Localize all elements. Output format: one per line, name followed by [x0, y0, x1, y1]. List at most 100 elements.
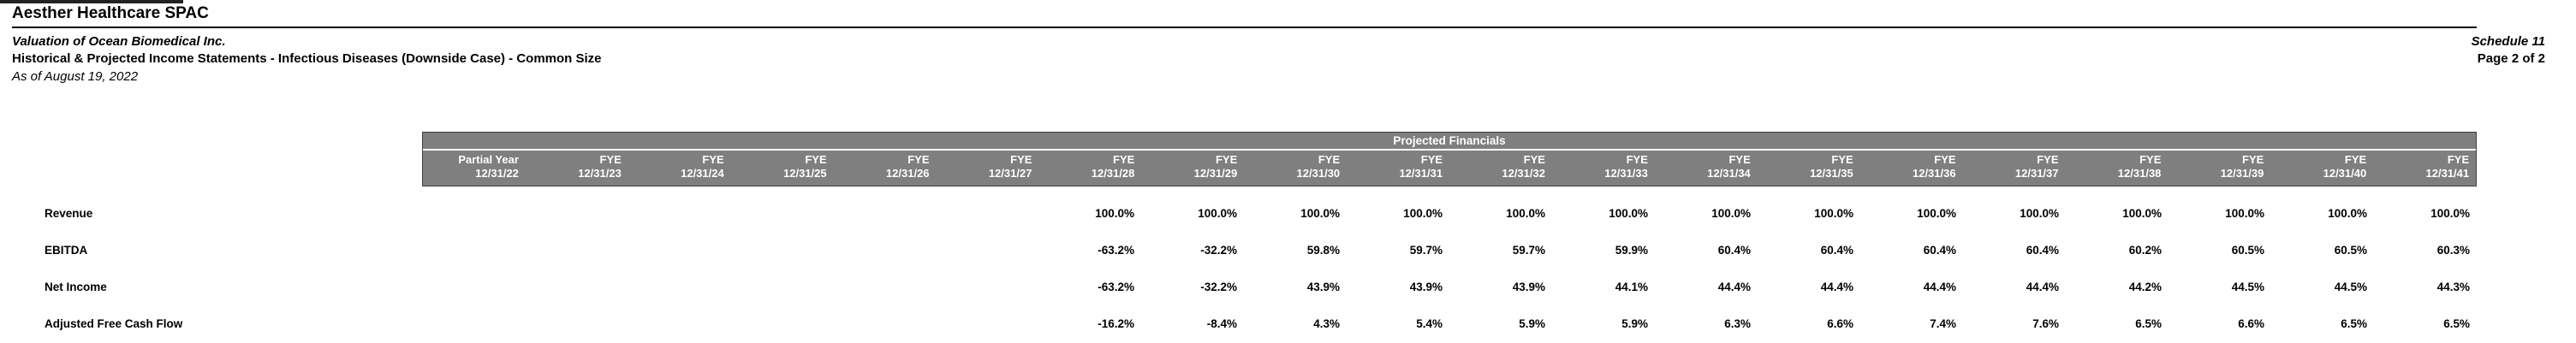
value-cell: 60.3% — [2436, 244, 2470, 257]
column-header: FYE 12/31/40 — [2270, 151, 2373, 186]
value-cell — [628, 206, 730, 221]
value-cell: 60.4% — [1820, 244, 1853, 257]
value-cell: 100.0% — [1403, 207, 1443, 220]
column-header: FYE 12/31/39 — [2168, 151, 2270, 186]
value-cell: 44.4% — [1820, 281, 1853, 293]
row-values: -63.2% -32.2% 43.9% 43.9% 43.9% 44.1% 44.4% 44.… — [422, 280, 2477, 294]
value-cell: 6.5% — [2135, 317, 2162, 330]
column-header: FYE 12/31/26 — [834, 151, 937, 186]
column-header-label: FYE — [1728, 153, 1751, 166]
table-row: EBITDA -63.2% -32.2% 59.8% 59.7% 59.7% 59.9% 60… — [0, 243, 2576, 260]
row-label: Net Income — [45, 281, 107, 293]
column-header: FYE 12/31/25 — [731, 151, 834, 186]
value-cell: 100.0% — [2122, 207, 2162, 220]
value-cell: -8.4% — [1206, 317, 1237, 330]
value-cell — [833, 280, 936, 294]
value-cell: 100.0% — [2430, 207, 2470, 220]
value-cell — [936, 316, 1038, 331]
column-header: FYE 12/31/24 — [628, 151, 731, 186]
value-cell: 100.0% — [1814, 207, 1853, 220]
top-edge-artifact — [0, 0, 183, 3]
column-headers-row: Partial Year 12/31/22 FYE 12/31/23 FYE 12/31/… — [423, 151, 2476, 186]
column-header: FYE 12/31/28 — [1038, 151, 1141, 186]
column-header-date: 12/31/39 — [2220, 167, 2264, 180]
value-cell — [730, 316, 833, 331]
column-header: FYE 12/31/37 — [1963, 151, 2066, 186]
value-cell: -63.2% — [1098, 281, 1134, 293]
column-header-label: FYE — [1831, 153, 1853, 166]
column-header-date: 12/31/22 — [475, 167, 519, 180]
value-cell: 6.3% — [1724, 317, 1751, 330]
column-header: FYE 12/31/23 — [526, 151, 628, 186]
value-cell: 100.0% — [2225, 207, 2264, 220]
column-header-label: FYE — [2037, 153, 2059, 166]
value-cell: 60.4% — [1923, 244, 1956, 257]
column-header: FYE 12/31/34 — [1655, 151, 1758, 186]
column-header-date: 12/31/30 — [1296, 167, 1341, 180]
value-cell: 6.6% — [1827, 317, 1853, 330]
value-cell: 60.4% — [2026, 244, 2059, 257]
column-header-label: FYE — [805, 153, 827, 166]
value-cell — [628, 280, 730, 294]
value-cell: 44.4% — [1923, 281, 1956, 293]
column-header-date: 12/31/34 — [1707, 167, 1751, 180]
column-header-label: FYE — [1318, 153, 1341, 166]
column-header-label: FYE — [1420, 153, 1443, 166]
value-cell: 44.5% — [2231, 281, 2264, 293]
value-cell: 44.2% — [2128, 281, 2162, 293]
column-header-date: 12/31/38 — [2117, 167, 2162, 180]
column-header-date: 12/31/40 — [2323, 167, 2367, 180]
value-cell: 44.4% — [1717, 281, 1751, 293]
value-cell: 5.9% — [1519, 317, 1545, 330]
value-cell — [833, 316, 936, 331]
value-cell — [730, 243, 833, 257]
value-cell — [525, 316, 628, 331]
value-cell: 59.7% — [1409, 244, 1443, 257]
value-cell — [628, 316, 730, 331]
value-cell — [525, 206, 628, 221]
row-label: Revenue — [45, 207, 93, 220]
value-cell: 6.5% — [2443, 317, 2470, 330]
value-cell: 44.4% — [2026, 281, 2059, 293]
value-cell — [422, 206, 525, 221]
value-cell — [730, 206, 833, 221]
column-header-label: FYE — [2447, 153, 2470, 166]
page-number: Page 2 of 2 — [2477, 51, 2545, 66]
document-title: Valuation of Ocean Biomedical Inc. — [12, 34, 226, 49]
value-cell: 5.4% — [1416, 317, 1443, 330]
value-cell: -32.2% — [1200, 281, 1237, 293]
column-header: FYE 12/31/31 — [1347, 151, 1449, 186]
value-cell: 43.9% — [1512, 281, 1545, 293]
value-cell: 100.0% — [1506, 207, 1545, 220]
value-cell: 100.0% — [2020, 207, 2059, 220]
value-cell: 43.9% — [1409, 281, 1443, 293]
value-cell: -32.2% — [1200, 244, 1237, 257]
company-title: Aesther Healthcare SPAC — [12, 4, 209, 22]
value-cell — [730, 280, 833, 294]
row-values: -16.2% -8.4% 4.3% 5.4% 5.9% 5.9% 6.3% 6.6% 7.4% 7… — [422, 316, 2477, 331]
column-header: FYE 12/31/33 — [1552, 151, 1655, 186]
row-values: 100.0% 100.0% 100.0% 100.0% 100.0% 100.0% 100.… — [422, 206, 2477, 221]
column-header-date: 12/31/29 — [1193, 167, 1238, 180]
value-cell: 100.0% — [1095, 207, 1134, 220]
column-header-label: FYE — [1010, 153, 1032, 166]
column-header-label: Partial Year — [458, 153, 519, 166]
value-cell — [422, 243, 525, 257]
column-header: FYE 12/31/38 — [2066, 151, 2168, 186]
value-cell: 60.5% — [2231, 244, 2264, 257]
column-header: FYE 12/31/30 — [1244, 151, 1347, 186]
value-cell: 60.4% — [1717, 244, 1751, 257]
value-cell: 60.2% — [2128, 244, 2162, 257]
value-cell: -16.2% — [1098, 317, 1134, 330]
column-header: FYE 12/31/36 — [1860, 151, 1963, 186]
column-header-date: 12/31/35 — [1810, 167, 1853, 180]
schedule-label: Schedule 11 — [2471, 34, 2545, 49]
value-cell: 100.0% — [1917, 207, 1956, 220]
group-header-projected-financials: Projected Financials — [423, 133, 2476, 151]
column-header: FYE 12/31/27 — [937, 151, 1039, 186]
column-header-date: 12/31/31 — [1399, 167, 1443, 180]
column-header-date: 12/31/33 — [1604, 167, 1648, 180]
column-header-date: 12/31/41 — [2425, 167, 2470, 180]
row-values: -63.2% -32.2% 59.8% 59.7% 59.7% 59.9% 60.4% 60.… — [422, 243, 2477, 257]
value-cell — [525, 243, 628, 257]
